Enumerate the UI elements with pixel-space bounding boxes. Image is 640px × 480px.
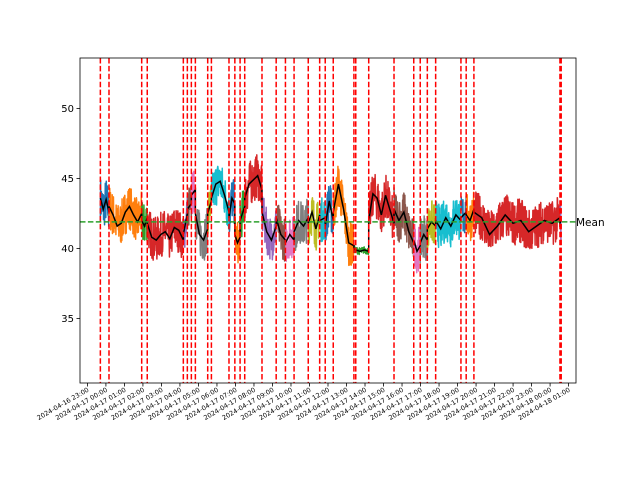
smoothed-line [99, 174, 562, 254]
series-line-11 [228, 178, 236, 233]
mean-label: Mean [576, 217, 605, 229]
series-line-24 [355, 246, 370, 256]
series-group [99, 154, 562, 274]
series-line-31 [460, 195, 467, 234]
series-line-2 [108, 187, 143, 244]
y-tick-label-4: 50 [61, 104, 74, 115]
series-line-28 [419, 215, 428, 264]
y-tick-label-2: 40 [61, 244, 74, 255]
series-line-14 [243, 154, 263, 219]
series-line-12 [234, 215, 241, 264]
series-line-10 [210, 165, 230, 230]
series-line-18 [293, 198, 309, 252]
series-line-30 [434, 199, 462, 249]
series-line-15 [261, 195, 277, 261]
series-line-22 [332, 165, 355, 267]
plot-area [80, 58, 576, 383]
y-tick-label-1: 35 [61, 314, 74, 325]
y-tick-label-3: 45 [61, 174, 74, 185]
series-line-26 [393, 187, 415, 257]
series-line-1 [99, 179, 110, 227]
series-line-4 [146, 210, 185, 261]
series-line-33 [473, 191, 561, 250]
series-line-25 [367, 173, 395, 241]
series-line-19 [307, 197, 321, 251]
series-line-27 [413, 223, 421, 274]
